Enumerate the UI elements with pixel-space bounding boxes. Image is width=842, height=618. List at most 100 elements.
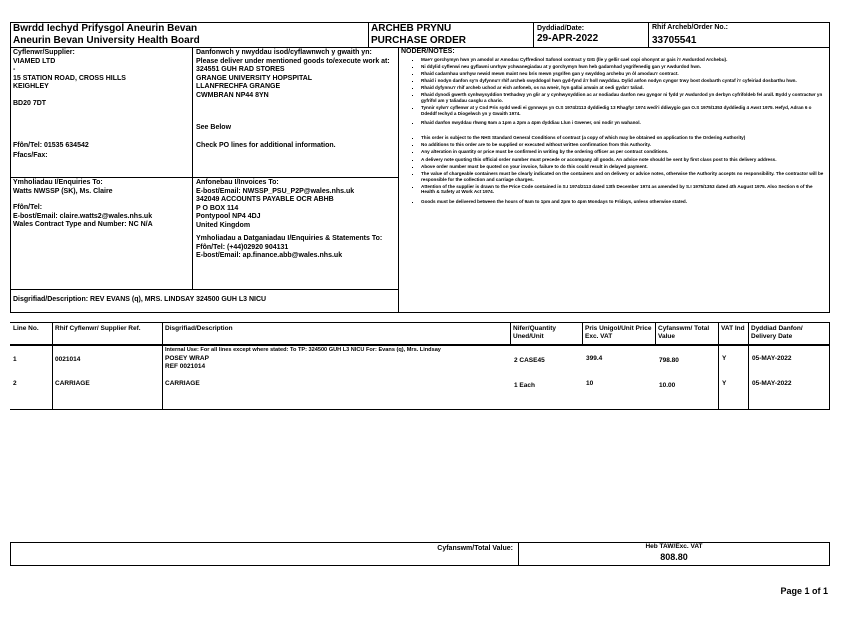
cell-qty: 2 CASE45: [514, 357, 545, 364]
divider: [192, 48, 193, 289]
divider: [510, 322, 511, 345]
statements-tel: Ffôn/Tel: (+44)02920 904131: [196, 243, 289, 251]
note-item: The value of chargeable containers must …: [421, 171, 827, 182]
supplier-label: Cyflenwr/Supplier:: [13, 49, 75, 56]
exc-vat-label: Heb TAW/Exc. VAT: [645, 543, 703, 550]
cell-ref: 0021014: [55, 356, 81, 363]
divider: [533, 22, 534, 48]
notes-welsh-list: Mae'r gorchymyn hwn yn amodol ar Amodau …: [401, 57, 827, 127]
note-item: This order is subject to the NHS Standar…: [421, 135, 827, 141]
note-item: Rhaid i nodyn danfon sy'n dyfynnu'r rhif…: [421, 78, 827, 84]
cell-price: 10: [586, 380, 594, 387]
divider: [368, 22, 369, 48]
note-item: Any alteration in quantity or price must…: [421, 149, 827, 155]
date-label: Dyddiad/Date:: [537, 25, 585, 32]
order-date: 29-APR-2022: [537, 33, 599, 44]
enquiries-name: Watts NWSSP (SK), Ms. Claire: [13, 187, 113, 195]
supplier-address: 15 STATION ROAD, CROSS HILLS: [13, 74, 126, 82]
note-item: Rhaid cadarnhau unrhyw newid mewn maint …: [421, 71, 827, 77]
divider: [648, 22, 649, 48]
check-po-lines: Check PO lines for additional informatio…: [196, 142, 336, 149]
divider: [748, 322, 749, 410]
note-item: Attention of the supplier is drawn to th…: [421, 184, 827, 195]
divider: [398, 48, 399, 313]
invoices-email[interactable]: E-bost/Email: NWSSP_PSU_P2P@wales.nhs.uk: [196, 187, 355, 195]
order-description: Disgrifiad/Description: REV EVANS (q), M…: [13, 296, 267, 303]
delivery-line: LLANFRECHFA GRANGE: [196, 83, 281, 90]
note-item: Rhaid dynodi gwerth cynhwysyddion tretha…: [421, 92, 827, 103]
order-no-label: Rhif Archeb/Order No.:: [652, 24, 728, 31]
supplier-line: -: [13, 66, 16, 73]
divider: [10, 344, 830, 346]
supplier-town: KEIGHLEY: [13, 83, 49, 90]
totals-box: [10, 542, 830, 566]
cell-ref: CARRIAGE: [55, 380, 90, 387]
cell-vat: Y: [722, 380, 727, 387]
invoices-label: Anfonebau I/Invoices To:: [196, 179, 279, 186]
supplier-postcode: BD20 7DT: [13, 100, 47, 107]
cell-date: 05-MAY-2022: [752, 380, 792, 387]
col-total: Cyfanswm/ Total Value: [658, 325, 710, 340]
cell-total: 798.80: [659, 357, 679, 364]
cell-date: 05-MAY-2022: [752, 355, 792, 362]
enquiries-tel: Ffôn/Tel:: [13, 204, 43, 211]
statements-label: Ymholiadau a Datganiadau I/Enquiries & S…: [196, 235, 383, 242]
col-line-no: Line No.: [13, 325, 39, 332]
cell-total: 10.00: [659, 382, 676, 389]
enquiries-block: Ymholiadau I/Enquiries To: Watts NWSSP (…: [13, 179, 189, 230]
supplier-block: Cyflenwr/Supplier: VIAMED LTD - 15 STATI…: [13, 49, 189, 109]
order-header-box: [10, 22, 830, 313]
supplier-fax: Ffacs/Fax:: [13, 152, 48, 159]
invoices-line: 342049 ACCOUNTS PAYABLE OCR ABHB: [196, 196, 334, 203]
note-item: Mae'r gorchymyn hwn yn amodol ar Amodau …: [421, 57, 827, 63]
page-number: Page 1 of 1: [780, 586, 828, 596]
divider: [10, 289, 398, 290]
col-vat: VAT Ind: [721, 325, 745, 332]
org-name-welsh: Bwrdd Iechyd Prifysgol Aneurin Bevan: [13, 23, 198, 34]
statements-email[interactable]: E-bost/Email: ap.finance.abb@wales.nhs.u…: [196, 252, 343, 259]
invoices-line: P O BOX 114: [196, 204, 239, 212]
supplier-name: VIAMED LTD: [13, 57, 56, 65]
total-value: 808.80: [660, 552, 688, 562]
delivery-block: Danfonwch y nwyddau isod/cyflawnwch y gw…: [196, 49, 394, 100]
divider: [718, 322, 719, 410]
col-delivery-date: Dyddiad Danfon/ Delivery Date: [751, 325, 803, 340]
cell-line: 2: [13, 380, 17, 387]
cell-price: 399.4: [586, 355, 603, 362]
delivery-line: CWMBRAN NP44 8YN: [196, 91, 269, 99]
order-number: 33705541: [652, 35, 697, 46]
invoices-block: Anfonebau I/Invoices To: E-bost/Email: N…: [196, 179, 396, 261]
divider: [582, 322, 583, 345]
contract-type: Wales Contract Type and Number: NC N/A: [13, 221, 153, 228]
enquiries-label: Ymholiadau I/Enquiries To:: [13, 179, 103, 186]
note-item: Tynnir sylw'r cyflenwr at y Cod Pris syd…: [421, 105, 827, 116]
col-supplier-ref: Rhif Cyflenwr/ Supplier Ref.: [55, 325, 141, 332]
supplier-tel: Ffôn/Tel: 01535 634542: [13, 142, 89, 149]
supplier-blank: [13, 92, 189, 101]
invoices-line: United Kingdom: [196, 221, 251, 229]
note-item: Ni ddylid cyflenwi neu gyflawni unrhyw y…: [421, 64, 827, 70]
note-item: Rhaid danfon nwyddau rhwng 9am a 1pm a 2…: [421, 120, 827, 126]
divider: [10, 47, 830, 48]
cell-vat: Y: [722, 355, 727, 362]
col-unit-price: Pris Unigol/Unit Price Exc. VAT: [585, 325, 652, 340]
internal-use-note: Internal Use: For all lines except where…: [165, 347, 441, 353]
note-item: Rhaid dyfynnu'r rhif archeb uchod ar eic…: [421, 85, 827, 91]
note-item: Goods must be delivered between the hour…: [421, 199, 827, 205]
divider: [10, 177, 398, 178]
note-item: No additions to this order are to be sup…: [421, 142, 827, 148]
divider: [162, 322, 163, 410]
notes-label: NODER/NOTES:: [401, 48, 455, 55]
notes-block: NODER/NOTES: Mae'r gorchymyn hwn yn amod…: [401, 48, 827, 206]
title-welsh: ARCHEB PRYNU: [371, 23, 452, 34]
delivery-label: Danfonwch y nwyddau isod/cyflawnwch y gw…: [196, 49, 390, 65]
notes-english-list: This order is subject to the NHS Standar…: [401, 135, 827, 205]
col-description: Disgrifiad/Description: [165, 325, 233, 332]
divider: [655, 322, 656, 345]
cell-desc-ref: REF 0021014: [165, 363, 206, 370]
delivery-line: GRANGE UNIVERSITY HOPSPITAL: [196, 74, 313, 82]
cell-desc: CARRIAGE: [165, 380, 200, 387]
cell-desc: POSEY WRAP: [165, 355, 209, 362]
enquiries-email[interactable]: E-bost/Email: claire.watts2@wales.nhs.uk: [13, 212, 153, 220]
cell-qty: 1 Each: [514, 382, 535, 389]
